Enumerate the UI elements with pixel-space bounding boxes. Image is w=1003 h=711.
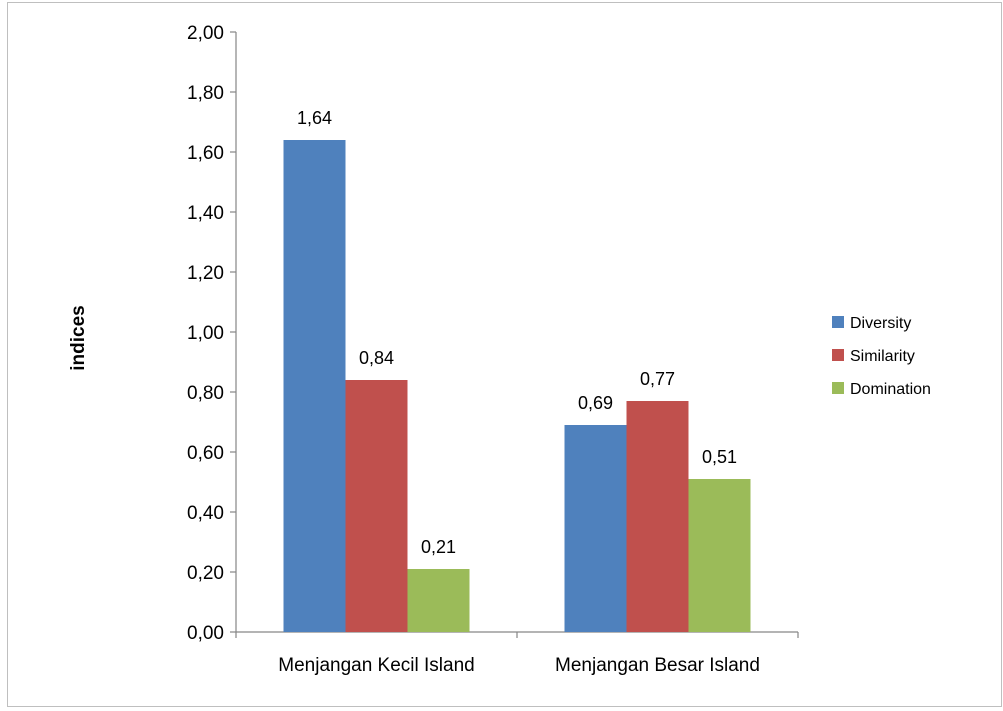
data-label: 0,77 bbox=[640, 369, 675, 389]
data-label: 0,51 bbox=[702, 447, 737, 467]
y-axis: 0,00 0,20 0,40 0,60 0,80 1,00 1,20 1,40 1,60 1,80… bbox=[187, 23, 237, 644]
y-tick-label: 1,00 bbox=[187, 323, 224, 344]
x-category-label: Menjangan Besar Island bbox=[555, 655, 760, 676]
y-axis-label: indices bbox=[68, 305, 89, 370]
bar-domination bbox=[407, 569, 470, 632]
y-tick-label: 1,40 bbox=[187, 203, 224, 224]
y-tick-label: 2,00 bbox=[187, 23, 224, 44]
data-label: 0,69 bbox=[578, 393, 613, 413]
y-tick-label: 0,20 bbox=[187, 563, 224, 584]
legend-swatch bbox=[832, 349, 844, 361]
legend-swatch bbox=[832, 316, 844, 328]
bar-diversity bbox=[564, 425, 627, 632]
legend: Diversity Similarity Domination bbox=[832, 315, 931, 398]
x-category-label: Menjangan Kecil Island bbox=[278, 655, 474, 676]
bar-domination bbox=[688, 479, 751, 632]
y-tick-label: 1,20 bbox=[187, 263, 224, 284]
bars bbox=[283, 140, 751, 632]
y-tick-label: 0,40 bbox=[187, 503, 224, 524]
y-tick-label: 1,60 bbox=[187, 143, 224, 164]
value-labels: 1,64 0,84 0,21 0,69 0,77 0,51 bbox=[297, 108, 737, 557]
y-tick-label: 0,60 bbox=[187, 443, 224, 464]
legend-label: Similarity bbox=[850, 348, 915, 365]
legend-label: Diversity bbox=[850, 315, 911, 332]
y-tick-label: 0,00 bbox=[187, 623, 224, 644]
data-label: 1,64 bbox=[297, 108, 332, 128]
bar-similarity bbox=[345, 380, 408, 632]
bar-diversity bbox=[283, 140, 346, 632]
y-tick-label: 0,80 bbox=[187, 383, 224, 404]
data-label: 0,21 bbox=[421, 537, 456, 557]
bar-similarity bbox=[626, 401, 689, 632]
data-label: 0,84 bbox=[359, 348, 394, 368]
x-axis: Menjangan Kecil Island Menjangan Besar Is… bbox=[235, 631, 799, 676]
legend-label: Domination bbox=[850, 381, 931, 398]
legend-swatch bbox=[832, 382, 844, 394]
y-tick-label: 1,80 bbox=[187, 83, 224, 104]
